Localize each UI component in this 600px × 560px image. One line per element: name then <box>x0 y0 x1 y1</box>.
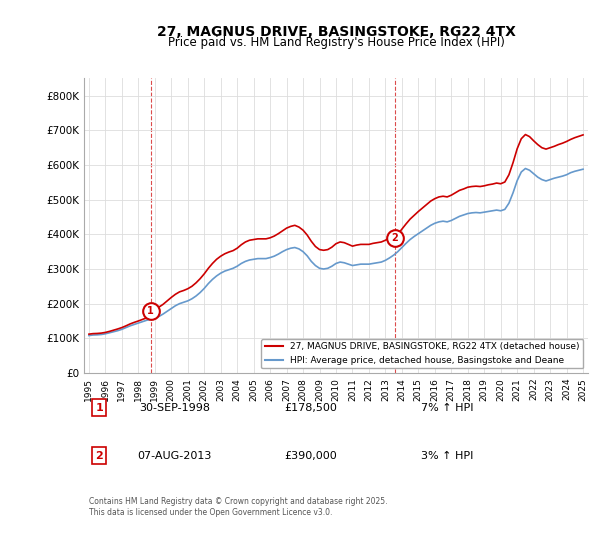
Text: £178,500: £178,500 <box>284 403 337 413</box>
Text: 1: 1 <box>95 403 103 413</box>
Text: 30-SEP-1998: 30-SEP-1998 <box>139 403 210 413</box>
Text: 7% ↑ HPI: 7% ↑ HPI <box>421 403 473 413</box>
Text: £390,000: £390,000 <box>284 451 337 461</box>
Text: 2: 2 <box>392 233 398 243</box>
Text: 2: 2 <box>95 451 103 461</box>
Text: 3% ↑ HPI: 3% ↑ HPI <box>421 451 473 461</box>
Text: 1: 1 <box>148 306 154 316</box>
Text: 27, MAGNUS DRIVE, BASINGSTOKE, RG22 4TX: 27, MAGNUS DRIVE, BASINGSTOKE, RG22 4TX <box>157 25 515 39</box>
Legend: 27, MAGNUS DRIVE, BASINGSTOKE, RG22 4TX (detached house), HPI: Average price, de: 27, MAGNUS DRIVE, BASINGSTOKE, RG22 4TX … <box>262 339 583 368</box>
Text: 07-AUG-2013: 07-AUG-2013 <box>137 451 212 461</box>
Text: Contains HM Land Registry data © Crown copyright and database right 2025.
This d: Contains HM Land Registry data © Crown c… <box>89 497 388 517</box>
Text: Price paid vs. HM Land Registry's House Price Index (HPI): Price paid vs. HM Land Registry's House … <box>167 36 505 49</box>
